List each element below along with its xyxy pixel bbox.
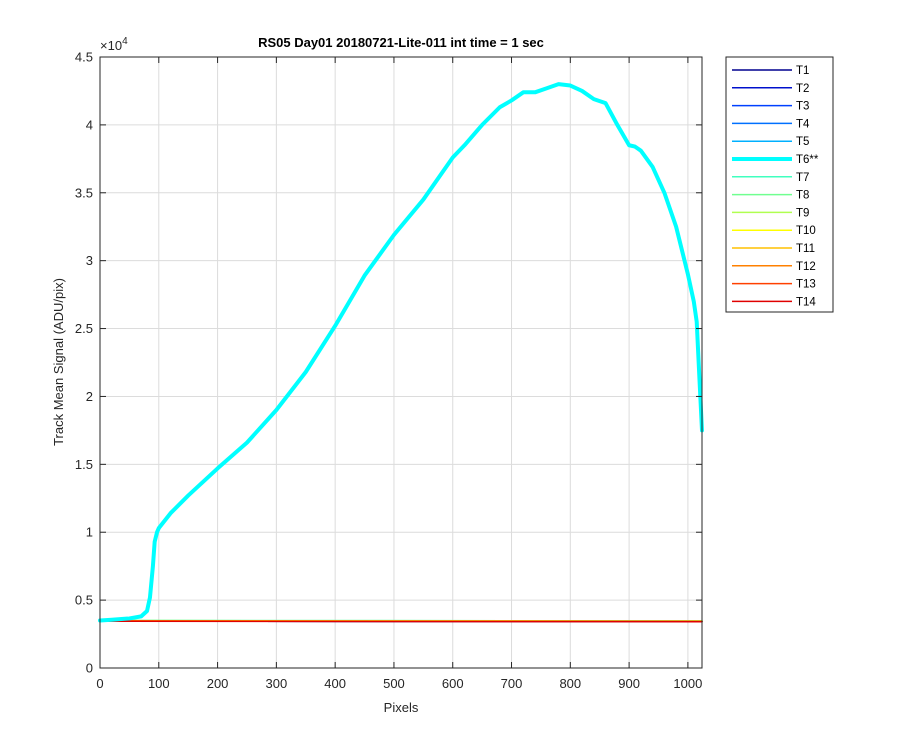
legend-label-T12: T12 [796,261,816,273]
x-tick-labels: 0 100 200 300 400 500 600 700 800 900 1000 [96,676,702,691]
legend-label-T14: T14 [796,296,816,308]
y-exponent-label: ×104 [100,36,128,53]
x-tick-label: 100 [148,676,170,691]
y-tick-label: 0 [86,661,93,676]
y-tick-label: 0.5 [75,593,93,608]
legend-label-T1: T1 [796,65,809,77]
x-tick-label: 500 [383,676,405,691]
x-tick-label: 900 [618,676,640,691]
legend: T1 T2 T3 T4 T5 T6** T7 T8 T9 T10 T11 T12 T13 T14 [726,57,833,312]
legend-label-T9: T9 [796,207,809,219]
legend-label-T7: T7 [796,172,809,184]
x-tick-label: 700 [501,676,523,691]
x-tick-label: 600 [442,676,464,691]
y-tick-label: 2.5 [75,321,93,336]
x-tick-label: 0 [96,676,103,691]
legend-label-T11: T11 [796,243,815,255]
legend-label-T5: T5 [796,136,809,148]
y-tick-label: 3.5 [75,185,93,200]
y-tick-labels: 0 0.5 1 1.5 2 2.5 3 3.5 4 4.5 [75,50,93,676]
x-tick-label: 300 [266,676,288,691]
y-axis-label: Track Mean Signal (ADU/pix) [51,278,66,446]
y-tick-label: 3 [86,253,93,268]
y-tick-label: 4.5 [75,50,93,65]
y-tick-label: 1 [86,525,93,540]
x-tick-label: 400 [324,676,346,691]
legend-label-T2: T2 [796,83,809,95]
y-tick-label: 2 [86,389,93,404]
y-tick-label: 1.5 [75,457,93,472]
y-tick-label: 4 [86,117,93,132]
chart-title: RS05 Day01 20180721-Lite-011 int time = … [258,35,544,50]
legend-label-T6: T6** [796,154,819,166]
x-tick-label: 200 [207,676,229,691]
legend-label-T8: T8 [796,190,809,202]
legend-box [726,57,833,312]
x-tick-label: 1000 [673,676,702,691]
legend-label-T4: T4 [796,118,810,130]
x-tick-label: 800 [559,676,581,691]
plot-background [100,57,702,668]
legend-label-T10: T10 [796,225,816,237]
legend-label-T3: T3 [796,101,809,113]
legend-label-T13: T13 [796,279,816,291]
y-exponent-power: 4 [122,36,128,47]
x-axis-label: Pixels [384,700,419,715]
